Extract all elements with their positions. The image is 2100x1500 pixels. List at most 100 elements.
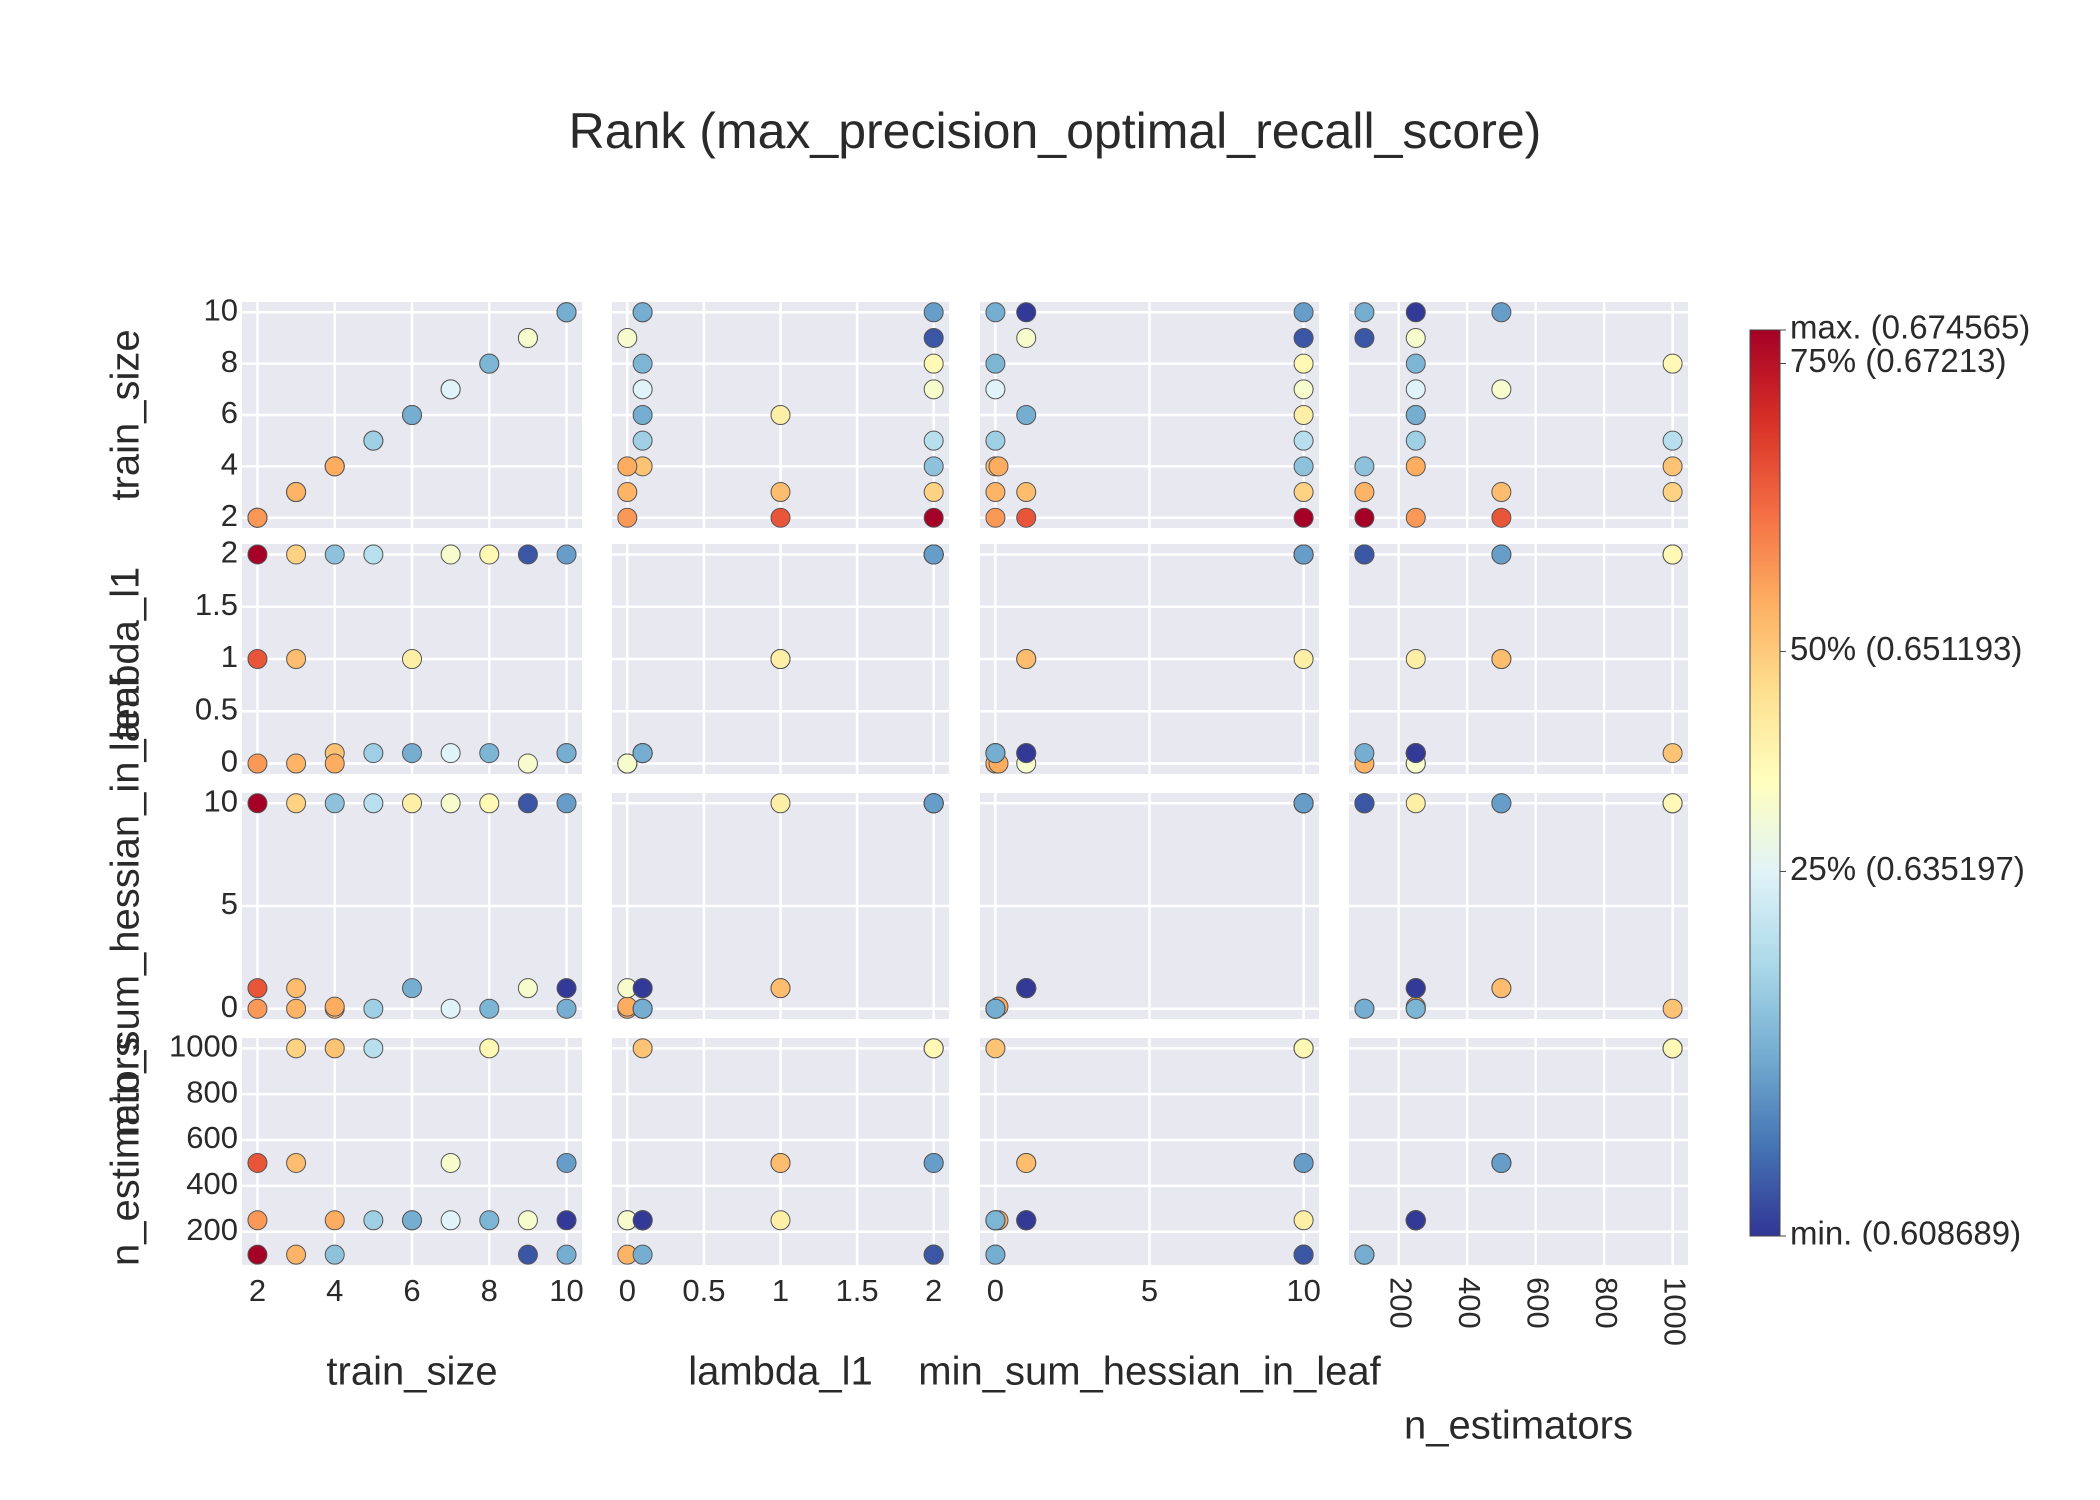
data-point xyxy=(440,1152,461,1173)
data-point xyxy=(286,1244,307,1265)
data-point xyxy=(286,482,307,503)
colorbar-tick-label: 50% (0.651193) xyxy=(1790,630,2022,667)
data-point xyxy=(517,1244,538,1265)
data-point xyxy=(632,1244,653,1265)
data-point xyxy=(770,507,791,528)
data-point xyxy=(632,379,653,400)
data-point xyxy=(632,302,653,323)
data-point xyxy=(985,302,1006,323)
data-point xyxy=(556,302,577,323)
data-point xyxy=(1016,482,1037,503)
data-point xyxy=(985,1244,1006,1265)
data-point xyxy=(1405,978,1426,999)
data-point xyxy=(402,649,422,669)
data-point xyxy=(247,1210,268,1231)
y-tick-label: 10 xyxy=(204,783,238,818)
data-point xyxy=(1016,302,1037,323)
data-point xyxy=(1293,793,1314,814)
y-tick-label: 600 xyxy=(186,1120,238,1155)
data-point xyxy=(402,1210,422,1231)
data-point xyxy=(440,793,461,814)
data-point xyxy=(1405,1210,1426,1231)
data-point xyxy=(363,1210,384,1231)
data-point xyxy=(402,793,422,814)
y-tick-label: 5 xyxy=(221,886,238,921)
data-point xyxy=(770,482,791,503)
data-point xyxy=(324,456,345,477)
data-point xyxy=(617,456,638,477)
data-point xyxy=(617,753,638,774)
data-point xyxy=(1016,405,1037,425)
data-point xyxy=(985,1038,1006,1059)
panel-background xyxy=(1349,1038,1688,1265)
x-axis-label: train_size xyxy=(326,1350,497,1394)
data-point xyxy=(923,507,944,528)
y-tick-label: 1000 xyxy=(169,1029,238,1064)
data-point xyxy=(363,743,384,764)
data-point xyxy=(1354,1244,1375,1265)
data-point xyxy=(1491,379,1512,400)
data-point xyxy=(1293,482,1314,503)
x-tick-label: 0 xyxy=(619,1273,636,1308)
data-point xyxy=(985,379,1006,400)
data-point xyxy=(1491,507,1512,528)
colorbar-tick-label: 75% (0.67213) xyxy=(1790,342,2006,379)
data-point xyxy=(1491,1152,1512,1173)
data-point xyxy=(1354,544,1375,565)
data-point xyxy=(556,793,577,814)
data-point xyxy=(1354,793,1375,814)
data-point xyxy=(517,544,538,565)
y-tick-label: 400 xyxy=(186,1166,238,1201)
x-tick-label: 2 xyxy=(925,1273,942,1308)
y-tick-label: 6 xyxy=(221,395,238,430)
y-tick-label: 0.5 xyxy=(195,691,238,726)
data-point xyxy=(479,353,500,374)
x-tick-label: 800 xyxy=(1589,1277,1624,1329)
data-point xyxy=(770,793,791,814)
data-point xyxy=(1354,482,1375,503)
y-tick-label: 0 xyxy=(221,744,238,779)
data-point xyxy=(1293,405,1314,425)
data-point xyxy=(402,978,422,999)
data-point xyxy=(556,1244,577,1265)
data-point xyxy=(1662,430,1683,451)
data-point xyxy=(770,405,791,425)
data-point xyxy=(632,1210,653,1231)
data-point xyxy=(617,327,638,348)
data-point xyxy=(923,327,944,348)
data-point xyxy=(985,430,1006,451)
data-point xyxy=(1354,507,1375,528)
colorbar-tick-label: 25% (0.635197) xyxy=(1790,850,2025,887)
data-point xyxy=(617,507,638,528)
data-point xyxy=(286,1038,307,1059)
data-point xyxy=(985,998,1006,1019)
data-point xyxy=(1354,998,1375,1019)
data-point xyxy=(632,1038,653,1059)
data-point xyxy=(1662,998,1683,1019)
x-tick-label: 1 xyxy=(772,1273,789,1308)
x-tick-label: 1.5 xyxy=(836,1273,879,1308)
y-tick-label: 0 xyxy=(221,989,238,1024)
y-axis-label: min_sum_hessian_in_leaf xyxy=(104,674,148,1137)
data-point xyxy=(1293,507,1314,528)
data-point xyxy=(324,1038,345,1059)
data-point xyxy=(1405,327,1426,348)
y-tick-label: 800 xyxy=(186,1074,238,1109)
y-axis-label: n_estimators xyxy=(104,1037,148,1266)
data-point xyxy=(985,1210,1006,1231)
data-point xyxy=(923,353,944,374)
data-point xyxy=(632,405,653,425)
data-point xyxy=(479,544,500,565)
y-tick-label: 8 xyxy=(221,344,238,379)
y-tick-label: 2 xyxy=(221,535,238,570)
data-point xyxy=(286,544,307,565)
data-point xyxy=(1662,743,1683,764)
data-point xyxy=(770,649,791,669)
data-point xyxy=(324,996,345,1017)
data-point xyxy=(1293,456,1314,477)
data-point xyxy=(923,456,944,477)
data-point xyxy=(923,1244,944,1265)
data-point xyxy=(923,544,944,565)
data-point xyxy=(923,302,944,323)
data-point xyxy=(324,793,345,814)
